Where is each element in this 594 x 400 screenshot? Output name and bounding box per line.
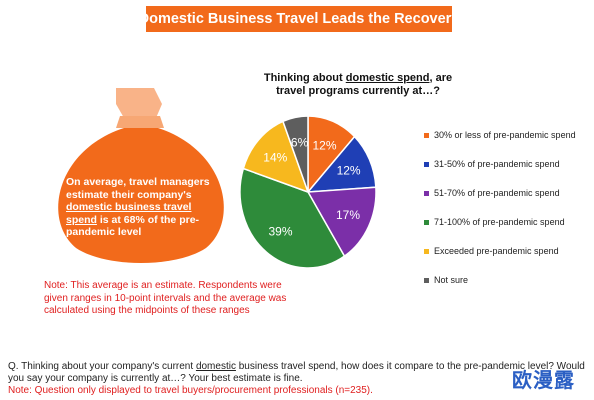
pie-label: 6% bbox=[291, 136, 309, 150]
pie-slice bbox=[306, 186, 377, 258]
estimate-note: Note: This average is an estimate. Respo… bbox=[44, 280, 287, 316]
legend-item: Not sure bbox=[424, 275, 468, 285]
legend-label: Not sure bbox=[434, 275, 469, 285]
legend-swatch bbox=[424, 161, 429, 167]
legend-label: 31-50% of pre-pandemic spend bbox=[434, 159, 560, 169]
pie-slice bbox=[239, 167, 346, 269]
money-bag-icon bbox=[58, 88, 224, 263]
watermark: 欧漫露 bbox=[512, 370, 575, 392]
banner-title: Domestic Business Travel Leads the Recov… bbox=[139, 6, 459, 32]
legend-swatch bbox=[424, 248, 429, 254]
pie-label: 12% bbox=[337, 164, 361, 178]
pie-slice bbox=[282, 115, 309, 193]
pie-label: 39% bbox=[268, 225, 292, 239]
question-note: Note: Question only displayed to travel … bbox=[8, 385, 373, 396]
legend-label: 30% or less of pre-pandemic spend bbox=[434, 130, 576, 140]
chart-title: Thinking about domestic spend, are trave… bbox=[263, 72, 453, 97]
legend-item: 51-70% of pre-pandemic spend bbox=[424, 188, 560, 198]
survey-question: Q. Thinking about your company's current… bbox=[8, 361, 585, 384]
legend-swatch bbox=[424, 219, 429, 225]
pie-label: 12% bbox=[313, 138, 337, 152]
bag-text: On average, travel managers estimate the… bbox=[66, 176, 210, 238]
legend-swatch bbox=[424, 132, 429, 138]
legend-label: 71-100% of pre-pandemic spend bbox=[434, 217, 565, 227]
legend-swatch bbox=[424, 277, 429, 283]
legend-item: 30% or less of pre-pandemic spend bbox=[424, 130, 576, 140]
legend-item: 71-100% of pre-pandemic spend bbox=[424, 217, 565, 227]
legend-item: Exceeded pre-pandemic spend bbox=[424, 246, 559, 256]
pie-slice bbox=[242, 120, 310, 194]
legend-label: Exceeded pre-pandemic spend bbox=[434, 246, 559, 256]
legend-swatch bbox=[424, 190, 429, 196]
pie-label: 14% bbox=[263, 151, 287, 165]
pie-chart: 12%12% 17% 39% 14% 6% bbox=[239, 115, 377, 269]
pie-label: 17% bbox=[336, 208, 360, 222]
legend-item: 31-50% of pre-pandemic spend bbox=[424, 159, 560, 169]
legend-label: 51-70% of pre-pandemic spend bbox=[434, 188, 560, 198]
